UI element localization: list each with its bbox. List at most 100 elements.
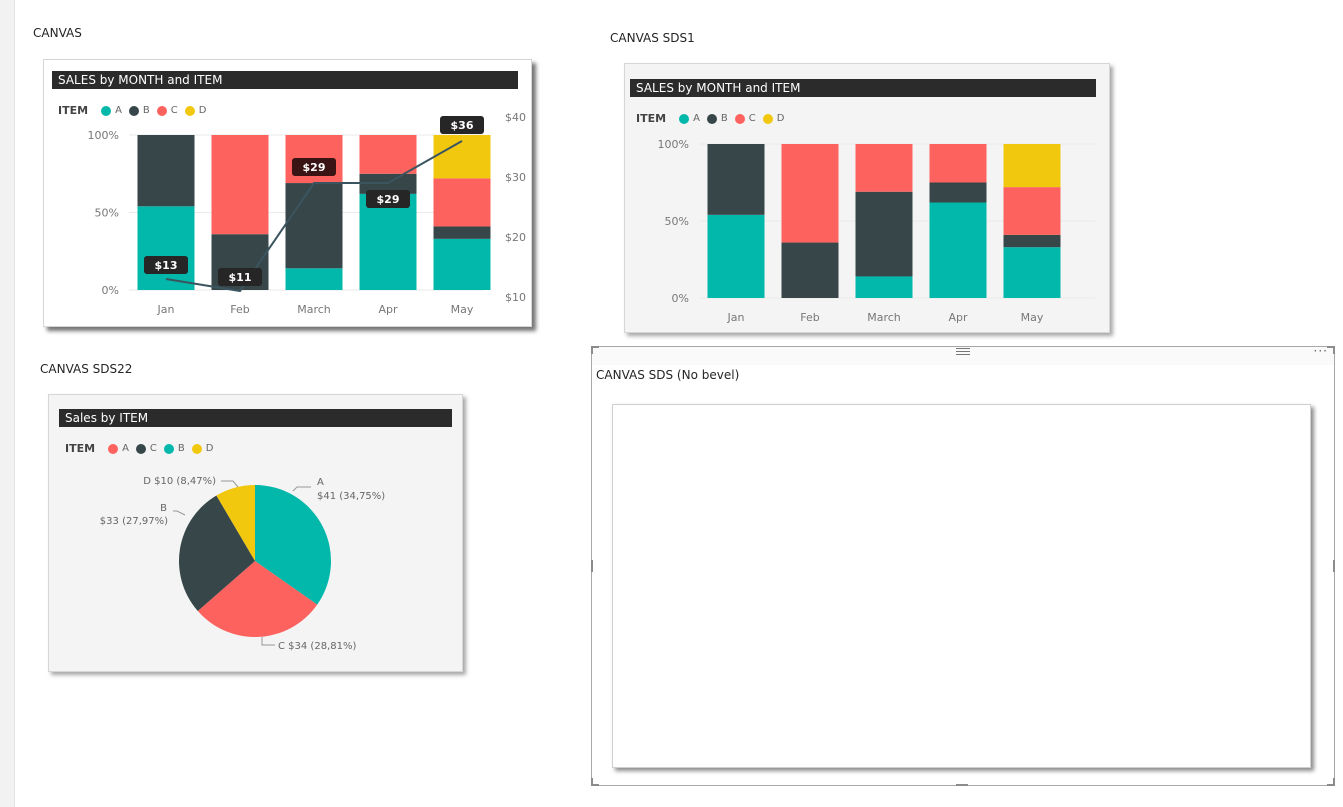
combo-chart-card[interactable]: SALES by MONTH and ITEM ITEM A B C D 100… xyxy=(43,59,532,327)
bar-segment-a xyxy=(433,238,491,290)
slice-label-b: $33 (27,97%) xyxy=(100,516,168,527)
legend-swatch-a xyxy=(101,105,112,116)
x-tick-label: Apr xyxy=(948,311,968,324)
data-label: $13 xyxy=(155,259,178,272)
data-label: $36 xyxy=(451,119,474,132)
y-tick-label: 0% xyxy=(102,284,119,297)
bar-segment-b xyxy=(855,191,913,277)
bar-segment-b xyxy=(285,183,343,269)
x-tick-label: Feb xyxy=(800,311,819,324)
resize-handle-bottom-left[interactable] xyxy=(591,784,599,786)
legend-title: ITEM xyxy=(58,104,89,117)
bar-segment-a xyxy=(359,193,417,290)
resize-handle-right[interactable] xyxy=(1333,560,1335,572)
more-options-icon[interactable]: ··· xyxy=(1313,344,1328,358)
legend-swatch-b xyxy=(706,113,717,124)
legend-item: A xyxy=(115,105,122,116)
legend-swatch-c xyxy=(734,113,745,124)
bar-segment-b xyxy=(781,242,839,298)
pie-chart-svg: A $41 (34,75%) C $34 (28,81%) B $33 (27,97%)… xyxy=(100,476,386,652)
chart-legend: ITEM A B C D xyxy=(636,112,784,125)
canvas-sds22-label: CANVAS SDS22 xyxy=(40,362,133,376)
x-tick-label: Jan xyxy=(157,303,175,316)
chart-legend: ITEM A C B D xyxy=(65,442,213,455)
leader-line-a xyxy=(292,486,311,492)
legend-title: ITEM xyxy=(65,442,96,455)
resize-handle-bottom[interactable] xyxy=(956,784,968,786)
slice-name-a: A xyxy=(317,477,324,488)
legend-item: D xyxy=(776,113,785,124)
legend-swatch-a xyxy=(679,113,690,124)
bar-segment-a xyxy=(707,214,765,298)
bar-segment-a xyxy=(1003,247,1061,298)
legend-item: B xyxy=(720,113,728,124)
slice-label-a: $41 (34,75%) xyxy=(317,491,385,502)
stacked-bar-svg: 100% 50% 0% Jan Feb March Apr May xyxy=(658,138,1095,324)
bar-segment-b xyxy=(929,182,987,203)
x-tick-label: May xyxy=(1021,311,1044,324)
bar-segment-c xyxy=(433,178,491,227)
bar-segment-c xyxy=(211,135,269,235)
data-label-bg xyxy=(366,190,410,208)
resize-handle-top-left[interactable] xyxy=(591,346,593,354)
y-tick-label: 100% xyxy=(658,138,689,151)
legend-item: B xyxy=(177,443,185,454)
legend-swatch-c xyxy=(135,443,146,454)
y2-tick-label: $40 xyxy=(505,111,526,124)
x-tick-label: May xyxy=(451,303,474,316)
resize-handle-bottom-right[interactable] xyxy=(1333,778,1335,786)
legend-item: D xyxy=(205,443,214,454)
y-tick-label: 50% xyxy=(665,215,689,228)
legend-swatch-d xyxy=(762,113,773,124)
canvas-sds-nobevel-label: CANVAS SDS (No bevel) xyxy=(596,368,740,382)
legend-item: D xyxy=(198,105,207,116)
legend-swatch-d xyxy=(191,443,202,454)
stacked-bar-card[interactable]: SALES by MONTH and ITEM ITEM A B C D 100… xyxy=(624,63,1110,333)
slice-label-d: D $10 (8,47%) xyxy=(143,476,216,487)
bar-segment-b xyxy=(1003,234,1061,248)
x-tick-label: March xyxy=(867,311,901,324)
selected-visual-container[interactable]: ··· CANVAS SDS (No bevel) xyxy=(591,344,1335,786)
resize-handle-top-right[interactable] xyxy=(1333,346,1335,354)
bar-segment-c xyxy=(855,144,913,192)
data-label-bg xyxy=(292,158,336,176)
canvas-label: CANVAS xyxy=(33,26,82,40)
bar-segment-c xyxy=(359,135,417,174)
pie-slice-b xyxy=(178,495,255,612)
legend-item: C xyxy=(149,443,157,454)
bar-segment-b xyxy=(137,135,195,207)
bar-segment-c xyxy=(929,144,987,183)
resize-handle-top-left[interactable] xyxy=(591,346,599,348)
resize-handle-left[interactable] xyxy=(591,560,593,572)
pie-chart-card[interactable]: Sales by ITEM ITEM A C B D A $41 (34,75%)… xyxy=(48,394,463,672)
slice-label-c: C $34 (28,81%) xyxy=(278,641,356,652)
x-tick-label: March xyxy=(297,303,331,316)
legend-swatch-c xyxy=(156,105,167,116)
data-label: $11 xyxy=(229,271,252,284)
legend-item: A xyxy=(122,443,129,454)
data-label: $29 xyxy=(377,193,400,206)
empty-visual-card[interactable] xyxy=(612,404,1311,768)
y2-tick-label: $10 xyxy=(505,291,526,304)
resize-handle-top-right[interactable] xyxy=(1327,346,1335,348)
leader-line-c xyxy=(261,637,275,646)
y-tick-label: 0% xyxy=(672,292,689,305)
legend-title: ITEM xyxy=(636,112,667,125)
chart-title: Sales by ITEM xyxy=(59,409,452,427)
canvas-sds1-label: CANVAS SDS1 xyxy=(610,31,695,45)
drag-grip-icon[interactable] xyxy=(956,348,970,356)
legend-swatch-a xyxy=(108,443,119,454)
y-tick-label: 50% xyxy=(95,207,119,220)
legend-swatch-b xyxy=(163,443,174,454)
legend-swatch-d xyxy=(184,105,195,116)
data-label: $29 xyxy=(303,161,326,174)
leader-line-b xyxy=(173,510,186,516)
bar-segment-d xyxy=(1003,144,1061,188)
resize-handle-bottom-right[interactable] xyxy=(1327,784,1335,786)
chart-legend: ITEM A B C D xyxy=(58,104,206,117)
y2-tick-label: $20 xyxy=(505,231,526,244)
bar-segment-b xyxy=(433,226,491,239)
x-tick-label: Jan xyxy=(727,311,745,324)
resize-handle-bottom-left[interactable] xyxy=(591,778,593,786)
visual-header xyxy=(592,347,1334,365)
